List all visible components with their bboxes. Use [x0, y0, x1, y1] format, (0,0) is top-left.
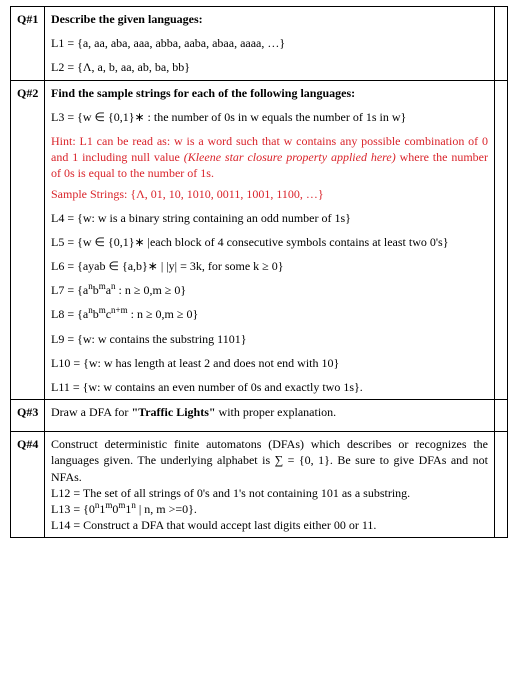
q2-l11: L11 = {w: w contains an even number of 0… [51, 379, 488, 395]
q2-l6: L6 = {ayab ∈ {a,b}∗ | |y| = 3k, for some… [51, 258, 488, 274]
q1-label: Q#1 [11, 7, 45, 81]
q1-l2: L2 = {Λ, a, b, aa, ab, ba, bb} [51, 59, 488, 75]
q2-right [495, 80, 508, 400]
q1-l1: L1 = {a, aa, aba, aaa, abba, aaba, abaa,… [51, 35, 488, 51]
q2-hint: Hint: L1 can be read as: w is a word suc… [51, 133, 488, 182]
q2-l8-tail: : n ≥ 0,m ≥ 0} [128, 307, 199, 321]
q4-label: Q#4 [11, 432, 45, 538]
q2-l9: L9 = {w: w contains the substring 1101} [51, 331, 488, 347]
q4-l13: L13 = {0n1m0m1n | n, m >=0}. [51, 501, 488, 517]
q2-l7-pre: L7 = {a [51, 283, 88, 297]
q4-p1: Construct deterministic finite automaton… [51, 436, 488, 485]
q2-label: Q#2 [11, 80, 45, 400]
q2-l8-m: m [99, 305, 106, 315]
q4-l13-tail: | n, m >=0}. [136, 502, 197, 516]
q2-l8-pre: L8 = {a [51, 307, 88, 321]
q3-cell: Draw a DFA for "Traffic Lights" with pro… [45, 400, 495, 432]
q3-label: Q#3 [11, 400, 45, 432]
q4-l14: L14 = Construct a DFA that would accept … [51, 517, 488, 533]
q4-right [495, 432, 508, 538]
q2-sample: Sample Strings: {Λ, 01, 10, 1010, 0011, … [51, 186, 488, 202]
q2-l4: L4 = {w: w is a binary string containing… [51, 210, 488, 226]
q2-l8-nm: n+m [111, 305, 128, 315]
q4-l12: L12 = The set of all strings of 0's and … [51, 485, 488, 501]
q2-l8: L8 = {anbmcn+m : n ≥ 0,m ≥ 0} [51, 306, 488, 322]
q2-l7: L7 = {anbman : n ≥ 0,m ≥ 0} [51, 282, 488, 298]
q3-pre: Draw a DFA for [51, 405, 131, 419]
q2-l7-tail: : n ≥ 0,m ≥ 0} [116, 283, 187, 297]
q2-l5: L5 = {w ∈ {0,1}∗ |each block of 4 consec… [51, 234, 488, 250]
q3-right [495, 400, 508, 432]
questions-table: Q#1 Describe the given languages: L1 = {… [10, 6, 508, 538]
q2-l7-m: m [99, 281, 106, 291]
q4-cell: Construct deterministic finite automaton… [45, 432, 495, 538]
q4-l13-pre: L13 = {0 [51, 502, 95, 516]
q2-heading: Find the sample strings for each of the … [51, 85, 488, 101]
q2-cell: Find the sample strings for each of the … [45, 80, 495, 400]
q1-heading: Describe the given languages: [51, 11, 488, 27]
q1-cell: Describe the given languages: L1 = {a, a… [45, 7, 495, 81]
q2-l3: L3 = {w ∈ {0,1}∗ : the number of 0s in w… [51, 109, 488, 125]
q2-l10: L10 = {w: w has length at least 2 and do… [51, 355, 488, 371]
q2-hint-italic: (Kleene star closure property applied he… [184, 150, 396, 164]
q1-right [495, 7, 508, 81]
q3-bold: "Traffic Lights" [131, 405, 215, 419]
q3-post: with proper explanation. [216, 405, 337, 419]
